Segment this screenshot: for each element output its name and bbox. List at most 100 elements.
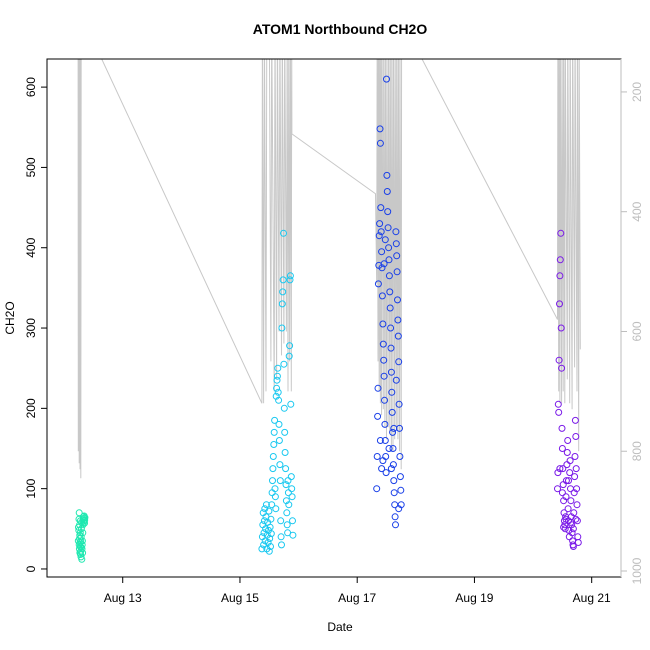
data-point <box>567 485 574 493</box>
data-point <box>282 481 290 489</box>
data-point <box>269 453 277 460</box>
data-point <box>394 296 401 304</box>
y2-tick-label: 1000 <box>630 557 644 584</box>
data-point <box>385 256 393 264</box>
data-point <box>556 465 564 473</box>
data-point <box>564 437 572 444</box>
data-point <box>381 396 388 404</box>
data-point <box>273 376 281 384</box>
data-point <box>554 469 562 477</box>
data-point <box>278 300 286 308</box>
data-point <box>395 400 403 408</box>
data-point <box>567 497 575 505</box>
data-point <box>396 473 404 481</box>
data-point <box>258 545 266 553</box>
data-point <box>558 445 566 452</box>
data-point <box>266 535 274 542</box>
data-point <box>395 505 403 513</box>
data-point <box>377 228 385 236</box>
y2-tick-label: 200 <box>630 82 644 102</box>
data-point <box>77 537 85 545</box>
data-point <box>563 461 571 469</box>
y-tick-label: 300 <box>24 318 38 338</box>
data-point <box>386 304 394 312</box>
data-point <box>394 332 402 340</box>
data-point <box>384 224 392 232</box>
y-axis-label: CH2O <box>3 301 17 334</box>
altitude-line <box>77 59 581 479</box>
data-point <box>388 408 396 416</box>
data-point <box>573 517 581 525</box>
data-point <box>285 501 293 509</box>
data-point <box>381 236 389 244</box>
data-point <box>265 547 273 555</box>
data-point <box>277 533 285 541</box>
data-point <box>554 485 561 493</box>
data-point <box>271 485 279 493</box>
data-point <box>76 529 84 537</box>
data-point <box>560 509 568 517</box>
data-point <box>286 276 294 284</box>
data-point <box>267 543 274 550</box>
data-point <box>374 280 382 288</box>
data-point <box>556 300 563 308</box>
data-point <box>560 523 568 531</box>
data-point <box>566 469 574 477</box>
data-point <box>562 515 570 523</box>
data-point <box>279 288 287 296</box>
x-tick-label: Aug 17 <box>338 591 376 605</box>
data-point <box>563 449 571 456</box>
x-tick-label: Aug 21 <box>573 591 611 605</box>
data-point <box>569 525 577 533</box>
data-point <box>390 424 398 432</box>
data-point <box>390 489 398 497</box>
data-point <box>571 453 579 460</box>
data-point <box>554 400 562 408</box>
data-point <box>375 232 383 240</box>
data-point <box>271 416 279 424</box>
data-point <box>286 342 294 350</box>
data-point <box>288 485 296 493</box>
data-point <box>381 437 389 444</box>
data-point <box>380 356 388 364</box>
y2-tick-label: 800 <box>630 441 644 461</box>
y-tick-label: 0 <box>24 565 38 572</box>
data-point <box>379 457 387 465</box>
data-point <box>574 539 582 546</box>
altitude-line-layer <box>77 59 581 479</box>
data-point <box>289 517 296 525</box>
data-point <box>374 412 382 420</box>
data-point <box>81 514 89 522</box>
data-point <box>559 481 567 489</box>
data-point <box>385 445 393 452</box>
data-point <box>379 320 387 328</box>
data-point <box>278 541 285 549</box>
data-point <box>275 437 283 444</box>
y-tick-label: 400 <box>24 237 38 257</box>
data-point <box>276 477 284 485</box>
data-point <box>387 465 395 473</box>
data-point <box>281 428 289 436</box>
data-point <box>392 240 400 248</box>
data-point <box>392 521 399 529</box>
data-point <box>562 477 570 485</box>
data-point <box>557 324 565 332</box>
data-point <box>283 509 291 517</box>
data-point <box>275 420 283 428</box>
data-point <box>389 445 397 452</box>
chart-title: ATOM1 Northbound CH2O <box>253 21 428 37</box>
data-point <box>376 139 384 147</box>
data-point <box>390 477 398 485</box>
data-point <box>574 533 582 541</box>
data-point <box>266 523 274 531</box>
data-point <box>262 501 270 509</box>
data-point <box>280 229 287 237</box>
data-point <box>389 461 397 469</box>
data-point <box>386 288 394 296</box>
data-point <box>381 420 389 428</box>
plot-frame <box>46 58 622 578</box>
data-point <box>388 388 396 396</box>
data-point <box>573 485 581 493</box>
data-point <box>377 204 385 212</box>
data-point <box>265 507 273 515</box>
